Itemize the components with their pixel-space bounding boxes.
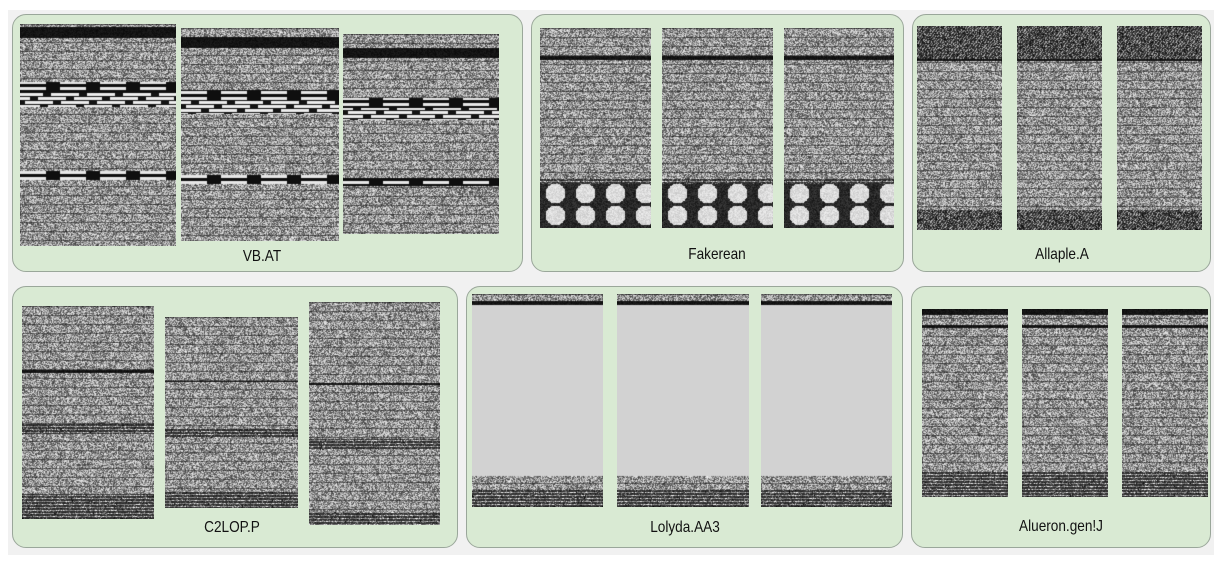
sample-image-vb-at-2 — [181, 28, 339, 241]
sample-image-alueron-gen-j-2 — [1022, 309, 1108, 497]
sample-image-fakerean-2 — [662, 28, 773, 228]
family-label-vb-at: VB.AT — [243, 248, 281, 266]
sample-image-alueron-gen-j-1 — [922, 309, 1008, 497]
sample-image-c2lop-p-1 — [22, 306, 154, 519]
sample-image-alueron-gen-j-3 — [1122, 309, 1208, 497]
sample-image-lolyda-aa3-3 — [761, 294, 892, 507]
sample-image-vb-at-1 — [20, 24, 176, 246]
sample-image-lolyda-aa3-2 — [617, 294, 749, 507]
family-label-fakerean: Fakerean — [688, 246, 745, 264]
sample-image-fakerean-3 — [784, 28, 894, 228]
sample-image-c2lop-p-2 — [165, 317, 298, 508]
sample-image-vb-at-3 — [343, 34, 499, 234]
family-label-c2lop-p: C2LOP.P — [204, 519, 260, 537]
sample-image-c2lop-p-3 — [309, 302, 440, 525]
sample-image-allaple-a-3 — [1117, 26, 1202, 230]
sample-image-lolyda-aa3-1 — [472, 294, 603, 507]
sample-image-allaple-a-2 — [1017, 26, 1102, 230]
family-label-alueron-gen-j: Alueron.gen!J — [1019, 518, 1103, 536]
family-label-allaple-a: Allaple.A — [1035, 246, 1089, 264]
sample-image-fakerean-1 — [540, 28, 651, 228]
sample-image-allaple-a-1 — [917, 26, 1002, 230]
family-label-lolyda-aa3: Lolyda.AA3 — [650, 519, 720, 537]
